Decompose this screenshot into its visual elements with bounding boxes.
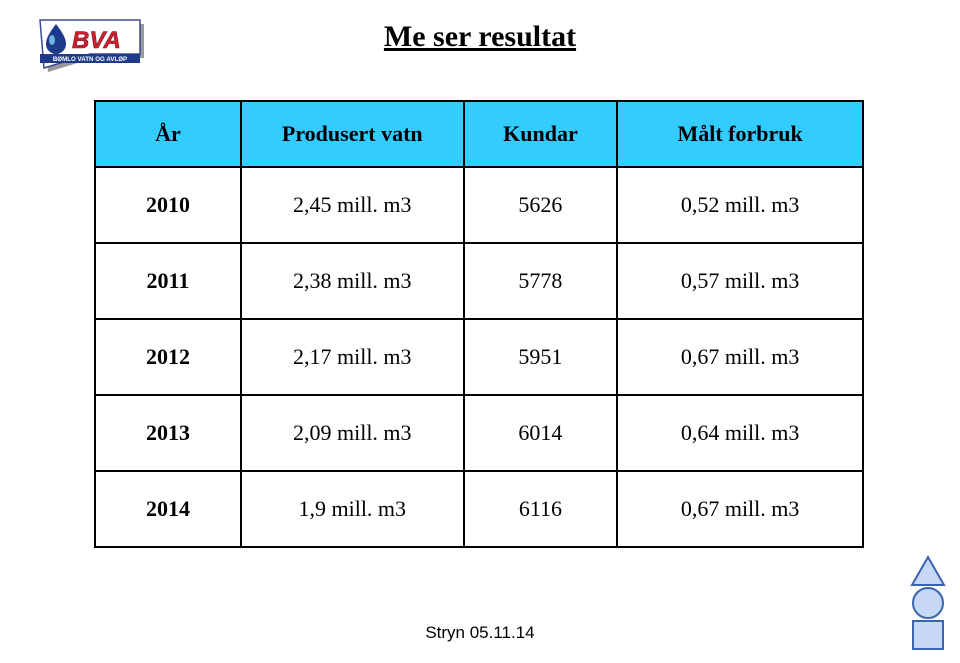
table-row: 2013 2,09 mill. m3 6014 0,64 mill. m3 [95,395,863,471]
cell-customers: 5951 [464,319,618,395]
cell-year: 2013 [95,395,241,471]
square-icon [913,621,943,649]
cell-consumption: 0,67 mill. m3 [617,319,863,395]
cell-consumption: 0,67 mill. m3 [617,471,863,547]
cell-customers: 6014 [464,395,618,471]
logo-text-bottom: BØMLO VATN OG AVLØP [53,56,127,63]
cell-customers: 5778 [464,243,618,319]
cell-year: 2010 [95,167,241,243]
cell-produced: 2,45 mill. m3 [241,167,464,243]
cell-produced: 2,17 mill. m3 [241,319,464,395]
table-row: 2012 2,17 mill. m3 5951 0,67 mill. m3 [95,319,863,395]
page-title: Me ser resultat [0,20,960,54]
triangle-icon [912,557,944,585]
col-header-consumption: Målt forbruk [617,101,863,167]
cell-consumption: 0,57 mill. m3 [617,243,863,319]
cell-produced: 2,38 mill. m3 [241,243,464,319]
cell-year: 2014 [95,471,241,547]
cell-produced: 1,9 mill. m3 [241,471,464,547]
cell-customers: 6116 [464,471,618,547]
cell-produced: 2,09 mill. m3 [241,395,464,471]
cell-year: 2012 [95,319,241,395]
col-header-customers: Kundar [464,101,618,167]
footer-text: Stryn 05.11.14 [0,623,960,643]
cell-consumption: 0,52 mill. m3 [617,167,863,243]
cell-customers: 5626 [464,167,618,243]
results-table-container: År Produsert vatn Kundar Målt forbruk 20… [94,100,864,548]
cell-year: 2011 [95,243,241,319]
col-header-produced: Produsert vatn [241,101,464,167]
table-row: 2011 2,38 mill. m3 5778 0,57 mill. m3 [95,243,863,319]
cell-consumption: 0,64 mill. m3 [617,395,863,471]
corner-shapes [908,555,948,651]
table-row: 2010 2,45 mill. m3 5626 0,52 mill. m3 [95,167,863,243]
col-header-year: År [95,101,241,167]
results-table: År Produsert vatn Kundar Målt forbruk 20… [94,100,864,548]
table-header-row: År Produsert vatn Kundar Målt forbruk [95,101,863,167]
table-row: 2014 1,9 mill. m3 6116 0,67 mill. m3 [95,471,863,547]
